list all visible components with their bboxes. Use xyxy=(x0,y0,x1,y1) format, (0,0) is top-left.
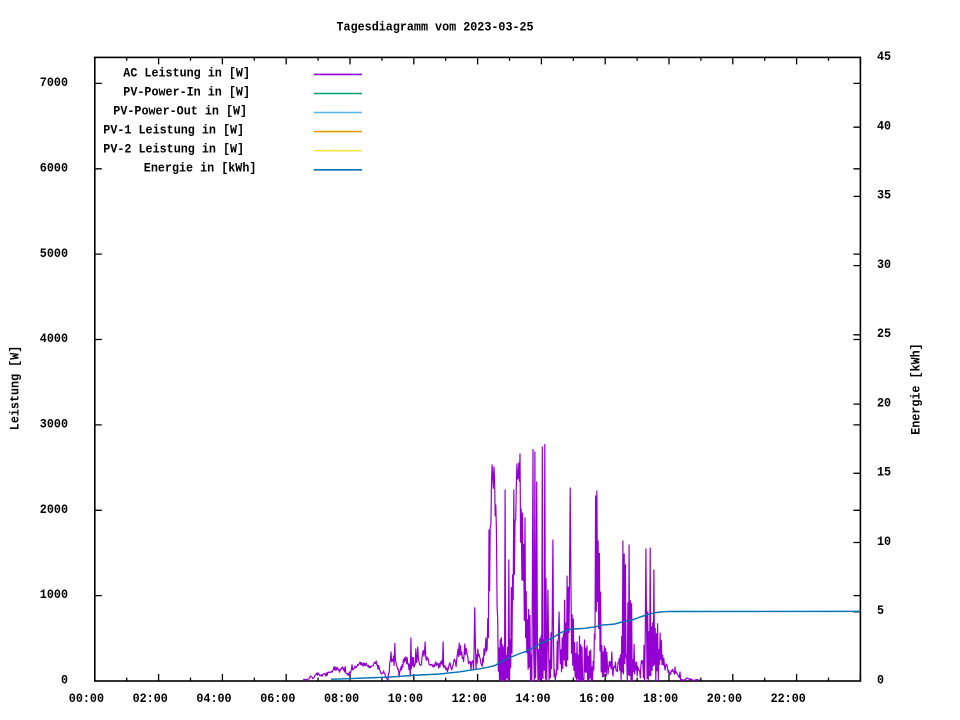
svg-text:40: 40 xyxy=(877,119,891,134)
svg-text:1000: 1000 xyxy=(40,587,68,602)
svg-text:16:00: 16:00 xyxy=(579,691,614,706)
svg-text:7000: 7000 xyxy=(40,75,68,90)
svg-text:Energie in [kWh]: Energie in [kWh] xyxy=(144,161,257,176)
svg-text:02:00: 02:00 xyxy=(133,691,168,706)
svg-text:00:00: 00:00 xyxy=(69,691,104,706)
svg-text:35: 35 xyxy=(877,188,891,203)
svg-text:PV-2 Leistung in [W]: PV-2 Leistung in [W] xyxy=(103,142,244,157)
svg-text:0: 0 xyxy=(877,672,884,687)
svg-text:Leistung [W]: Leistung [W] xyxy=(7,346,22,431)
svg-text:18:00: 18:00 xyxy=(643,691,678,706)
svg-text:PV-1 Leistung in [W]: PV-1 Leistung in [W] xyxy=(103,123,244,138)
svg-text:20: 20 xyxy=(877,395,891,410)
svg-text:30: 30 xyxy=(877,257,891,272)
svg-text:PV-Power-In in [W]: PV-Power-In in [W] xyxy=(123,85,250,100)
svg-text:10:00: 10:00 xyxy=(388,691,423,706)
svg-text:PV-Power-Out in [W]: PV-Power-Out in [W] xyxy=(113,104,247,119)
svg-text:25: 25 xyxy=(877,326,891,341)
svg-text:12:00: 12:00 xyxy=(452,691,487,706)
svg-text:6000: 6000 xyxy=(40,160,68,175)
svg-text:08:00: 08:00 xyxy=(324,691,359,706)
svg-text:4000: 4000 xyxy=(40,331,68,346)
svg-text:06:00: 06:00 xyxy=(260,691,295,706)
svg-text:45: 45 xyxy=(877,49,891,64)
svg-text:2000: 2000 xyxy=(40,502,68,517)
svg-text:20:00: 20:00 xyxy=(707,691,742,706)
svg-text:15: 15 xyxy=(877,465,891,480)
svg-text:3000: 3000 xyxy=(40,417,68,432)
svg-text:5000: 5000 xyxy=(40,246,68,261)
svg-text:0: 0 xyxy=(61,673,68,688)
svg-text:Tagesdiagramm vom 2023-03-25: Tagesdiagramm vom 2023-03-25 xyxy=(337,19,534,34)
svg-text:5: 5 xyxy=(877,603,884,618)
svg-text:Energie [kWh]: Energie [kWh] xyxy=(909,343,924,435)
svg-text:04:00: 04:00 xyxy=(196,691,231,706)
svg-text:14:00: 14:00 xyxy=(515,691,550,706)
svg-text:22:00: 22:00 xyxy=(771,691,806,706)
svg-text:AC Leistung in [W]: AC Leistung in [W] xyxy=(123,65,250,80)
svg-text:10: 10 xyxy=(877,534,891,549)
